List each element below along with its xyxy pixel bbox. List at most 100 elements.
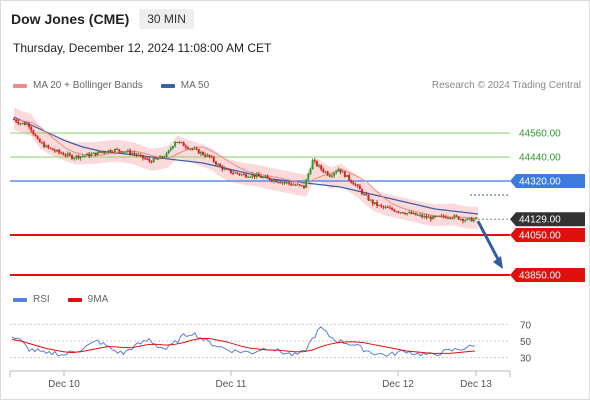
interval-badge[interactable]: 30 MIN [139, 9, 194, 29]
candle-body [202, 152, 205, 155]
candle-body [189, 148, 192, 150]
ma20-label: MA 20 + Bollinger Bands [33, 80, 143, 91]
candle-body [348, 175, 351, 181]
candle-body [66, 153, 69, 156]
candle-body [352, 182, 355, 185]
candle-body [425, 215, 428, 218]
candle-body [262, 176, 265, 178]
legend-item-rsi: RSI [13, 294, 50, 305]
rsi-legend: RSI 9MA [13, 294, 126, 305]
level-label-44560.00: 44560.00 [519, 129, 561, 140]
candle-body [245, 174, 247, 177]
candle-body [444, 216, 447, 219]
candle-body [285, 182, 288, 184]
level-label-44320.00: 44320.00 [519, 177, 561, 188]
candle-body [384, 206, 387, 208]
candle-body [111, 152, 114, 154]
candle-body [83, 155, 86, 157]
level-tag-44129.00 [510, 212, 585, 227]
ma50-label: MA 50 [180, 80, 210, 91]
candle-body [399, 212, 402, 214]
candle-body [303, 185, 305, 188]
candle-body [90, 153, 93, 157]
candle-body [107, 150, 110, 153]
x-tick-label-Dec 11: Dec 11 [216, 379, 247, 390]
candle-body [369, 199, 372, 201]
candle-body [227, 169, 230, 171]
candle-body [270, 180, 273, 182]
candle-body [180, 142, 183, 144]
forecast-arrow-shaft [476, 220, 502, 264]
candle-body [64, 155, 67, 157]
candle-body [101, 152, 104, 154]
candle-body [113, 149, 116, 153]
candle-body [242, 174, 245, 176]
x-tick-label-Dec 12: Dec 12 [382, 379, 414, 390]
timestamp-text: Thursday, December 12, 2024 11:08:00 AM … [13, 41, 272, 55]
candle-body [58, 149, 61, 153]
main-legend: MA 20 + Bollinger Bands MA 50 [13, 80, 227, 91]
candle-body [410, 212, 413, 214]
candle-body [414, 212, 417, 216]
candle-body [86, 153, 89, 156]
candle-body [464, 220, 467, 222]
candle-body [438, 215, 441, 217]
candle-body [365, 193, 368, 196]
candle-body [453, 215, 456, 219]
level-tag-44050.00 [510, 228, 585, 242]
candle-body [197, 149, 200, 154]
candle-body [255, 174, 258, 177]
candle-body [240, 174, 243, 176]
candle-body [53, 150, 56, 152]
candle-body [371, 199, 374, 205]
candle-body [337, 169, 340, 172]
candle-body [434, 216, 437, 218]
candle-body [28, 124, 31, 127]
candle-body [150, 161, 153, 163]
candle-body [358, 185, 361, 190]
candle-body [403, 213, 406, 215]
candle-body [152, 158, 155, 163]
instrument-title: Dow Jones (CME) [11, 11, 130, 27]
candles-group [13, 117, 477, 224]
candle-body [174, 141, 177, 147]
candle-body [386, 206, 389, 208]
chart-header: Dow Jones (CME) 30 MIN [11, 9, 194, 29]
candle-body [251, 174, 254, 177]
candle-body [223, 168, 226, 170]
candle-body [36, 136, 39, 140]
candle-body [388, 207, 391, 209]
candle-body [305, 179, 308, 188]
candle-body [40, 142, 43, 144]
candle-body [367, 195, 370, 201]
candle-body [210, 156, 213, 158]
candle-body [30, 126, 33, 131]
candle-body [466, 218, 469, 221]
candle-body [449, 217, 452, 219]
x-tick-label-Dec 13: Dec 13 [460, 379, 492, 390]
candle-body [133, 153, 136, 155]
candle-body [236, 172, 239, 174]
ma9-label: 9MA [87, 294, 109, 305]
level-label-44050.00: 44050.00 [519, 231, 561, 242]
candle-body [350, 180, 353, 183]
candle-body [43, 142, 46, 148]
x-tick-label-Dec 10: Dec 10 [48, 379, 80, 390]
candle-body [19, 123, 22, 125]
candle-body [335, 171, 338, 174]
candle-body [474, 217, 477, 220]
candle-body [148, 158, 151, 162]
candle-body [94, 152, 97, 156]
candle-body [122, 151, 125, 153]
candle-body [260, 176, 263, 178]
candle-body [451, 217, 454, 219]
candle-body [361, 189, 363, 194]
candle-body [277, 182, 280, 184]
candle-body [380, 204, 383, 207]
candle-body [287, 182, 290, 184]
candle-body [294, 184, 297, 186]
candle-body [470, 217, 473, 222]
candle-body [468, 217, 471, 219]
candle-body [109, 150, 112, 153]
candle-body [156, 158, 159, 160]
